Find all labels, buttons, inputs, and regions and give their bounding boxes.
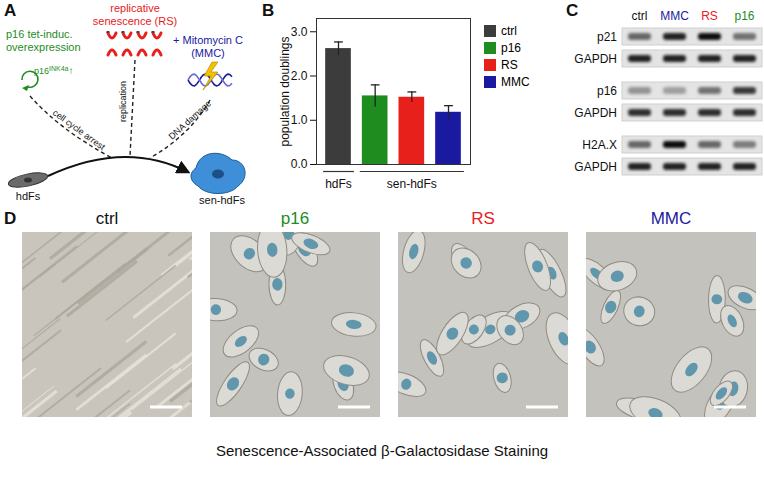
svg-text:population doublings: population doublings	[278, 36, 292, 146]
svg-text:Senescence-Associated β-Galact: Senescence-Associated β-Galactosidase St…	[216, 442, 548, 459]
svg-text:sen-hdFs: sen-hdFs	[387, 177, 437, 191]
svg-text:cell cycle arrest: cell cycle arrest	[51, 108, 107, 153]
svg-text:p16: p16	[734, 9, 754, 23]
svg-text:2.0: 2.0	[291, 69, 308, 83]
svg-text:B: B	[262, 1, 274, 20]
svg-text:p16 tet-induc.: p16 tet-induc.	[6, 28, 73, 40]
svg-text:hdFs: hdFs	[325, 177, 352, 191]
svg-text:GAPDH: GAPDH	[574, 106, 617, 120]
html-text:MMC: MMC	[501, 74, 530, 89]
svg-text:p16: p16	[597, 84, 617, 98]
html-text:RS: RS	[501, 57, 518, 72]
svg-text:3.0: 3.0	[291, 25, 308, 39]
svg-text:RS: RS	[701, 9, 718, 23]
svg-text:0.0: 0.0	[291, 157, 308, 171]
svg-text:C: C	[566, 1, 578, 20]
svg-text:GAPDH: GAPDH	[574, 52, 617, 66]
svg-text:ctrl: ctrl	[632, 9, 648, 23]
svg-text:(MMC): (MMC)	[191, 47, 225, 59]
svg-text:p21: p21	[597, 30, 617, 44]
svg-text:replication: replication	[118, 81, 128, 122]
svg-text:ctrl: ctrl	[96, 209, 119, 228]
html-text:ctrl: ctrl	[501, 23, 517, 38]
svg-text:sen-hdFs: sen-hdFs	[199, 194, 245, 206]
svg-text:1.0: 1.0	[291, 113, 308, 127]
html-text:p16: p16	[501, 40, 521, 55]
svg-text:MMC: MMC	[651, 209, 692, 228]
svg-text:H2A.X: H2A.X	[582, 138, 617, 152]
svg-text:GAPDH: GAPDH	[574, 160, 617, 174]
svg-text:replicative: replicative	[110, 2, 160, 14]
svg-text:hdFs: hdFs	[16, 190, 41, 202]
svg-text:overexpression: overexpression	[6, 41, 81, 53]
svg-text:+ Mitomycin C: + Mitomycin C	[173, 34, 243, 46]
svg-text:p16: p16	[281, 209, 309, 228]
svg-text:D: D	[4, 209, 16, 228]
svg-text:p16INK4a↑: p16INK4a↑	[34, 65, 74, 77]
svg-text:MMC: MMC	[660, 9, 689, 23]
svg-text:A: A	[4, 1, 16, 20]
svg-text:RS: RS	[471, 209, 495, 228]
svg-text:senescence (RS): senescence (RS)	[93, 15, 177, 27]
svg-text:DNA damage: DNA damage	[167, 98, 213, 141]
